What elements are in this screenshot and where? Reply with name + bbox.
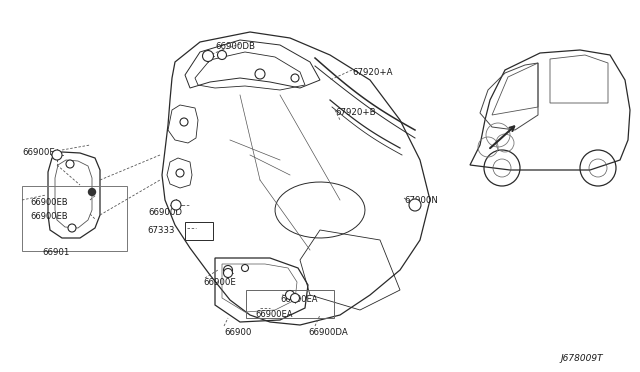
Text: 66900: 66900 (224, 328, 252, 337)
Bar (246, 290, 334, 318)
Text: 66900EA: 66900EA (255, 310, 292, 319)
Circle shape (88, 189, 95, 196)
Text: 66900DB: 66900DB (215, 42, 255, 51)
Bar (185, 222, 213, 240)
Text: 66900DA: 66900DA (308, 328, 348, 337)
Circle shape (180, 118, 188, 126)
Circle shape (218, 51, 227, 60)
Circle shape (285, 291, 294, 299)
Text: 67920+B: 67920+B (335, 108, 376, 117)
Text: J678009T: J678009T (560, 354, 603, 363)
Text: 66900EB: 66900EB (30, 198, 68, 207)
Circle shape (409, 199, 421, 211)
Text: 66900E: 66900E (203, 278, 236, 287)
Circle shape (223, 266, 232, 275)
Text: 66901: 66901 (42, 248, 69, 257)
Text: 66900E: 66900E (22, 148, 55, 157)
Circle shape (68, 224, 76, 232)
Circle shape (291, 294, 300, 302)
Circle shape (223, 269, 232, 278)
Text: 66900D: 66900D (148, 208, 182, 217)
Text: 67900N: 67900N (404, 196, 438, 205)
Circle shape (255, 69, 265, 79)
Text: 67920+A: 67920+A (352, 68, 392, 77)
Circle shape (176, 169, 184, 177)
Text: 66900EB: 66900EB (30, 212, 68, 221)
Text: 66900EA: 66900EA (280, 295, 317, 304)
Bar (22, 186, 127, 251)
Circle shape (291, 74, 299, 82)
Circle shape (171, 200, 181, 210)
Circle shape (241, 264, 248, 272)
Circle shape (52, 150, 62, 160)
Circle shape (66, 160, 74, 168)
Circle shape (202, 51, 214, 61)
Text: 67333: 67333 (147, 226, 175, 235)
